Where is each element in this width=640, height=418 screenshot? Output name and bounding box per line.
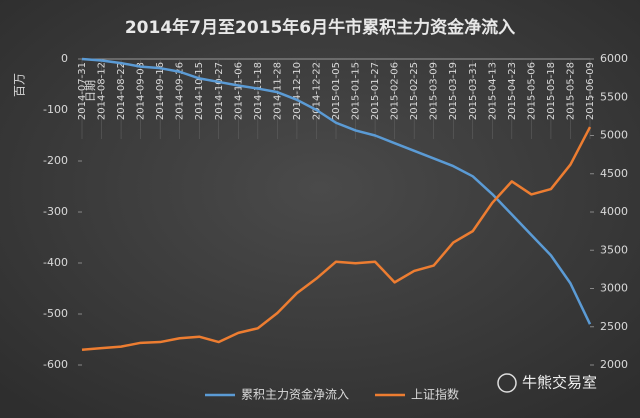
x-tick-label: 2014-08-12 [97,62,108,120]
y2-tick-label: 2500 [600,320,628,333]
y-tick-label: -500 [43,307,68,320]
x-tick-label: 2014-09-03 [136,62,147,120]
x-tick-label: 2015-04-13 [487,62,498,120]
series-line [81,57,592,325]
x-tick-label: 2015-01-05 [331,62,342,120]
y2-tick-label: 5500 [600,90,628,103]
x-tick-label: 2014-10-15 [194,62,205,120]
x-tick-label: 2015-04-23 [507,62,518,120]
x-tick-label: 2015-06-09 [585,62,596,120]
x-tick-label: 2015-03-09 [429,62,440,120]
x-tick-label: 2014-10-27 [214,62,225,120]
y-tick-label: -600 [43,358,68,371]
y-tick-label: -300 [43,205,68,218]
x-tick-label: 2014-07-31 [77,62,88,120]
x-tick-label: 2014-11-18 [253,62,264,120]
y-axis-label: 百万 [13,73,27,97]
y-tick-label: -400 [43,256,68,269]
series-line [81,126,592,351]
y2-tick-label: 3000 [600,282,628,295]
x-tick-label: 2015-05-28 [565,62,576,120]
x-tick-label: 2014-09-16 [155,62,166,120]
x-tick-label: 2015-02-25 [409,62,420,120]
y-tick-label: -200 [43,154,68,167]
x-tick-label: 2014-12-10 [292,62,303,120]
y2-tick-label: 2000 [600,358,628,371]
watermark: 牛熊交易室 [497,373,597,393]
legend-label: 累积主力资金净流入 [241,387,349,402]
x-tick-label: 2014-12-22 [311,62,322,120]
x-tick-label: 2014-11-06 [233,62,244,120]
y2-tick-label: 3500 [600,243,628,256]
watermark-text: 牛熊交易室 [522,374,597,392]
x-axis-label: 日期 [84,80,97,102]
y2-tick-label: 6000 [600,52,628,65]
x-tick-label: 2015-03-31 [468,62,479,120]
x-tick-label: 2014-08-22 [116,62,127,120]
x-tick-label: 2015-05-06 [526,62,537,120]
y2-tick-label: 4000 [600,205,628,218]
x-tick-label: 2015-03-19 [448,62,459,120]
chart-title: 2014年7月至2015年6月牛市累积主力资金净流入 [125,17,515,38]
y-tick-label: 0 [61,52,68,65]
x-tick-label: 2014-09-26 [175,62,186,120]
watermark-icon [497,373,517,393]
legend-label: 上证指数 [411,387,459,402]
x-tick-label: 2015-02-06 [390,62,401,120]
x-tick-label: 2015-01-15 [351,62,362,120]
y-tick-label: -100 [43,103,68,116]
y2-tick-label: 4500 [600,167,628,180]
x-tick-label: 2015-01-27 [370,62,381,120]
x-tick-label: 2015-05-18 [546,62,557,120]
y2-tick-label: 5000 [600,129,628,142]
